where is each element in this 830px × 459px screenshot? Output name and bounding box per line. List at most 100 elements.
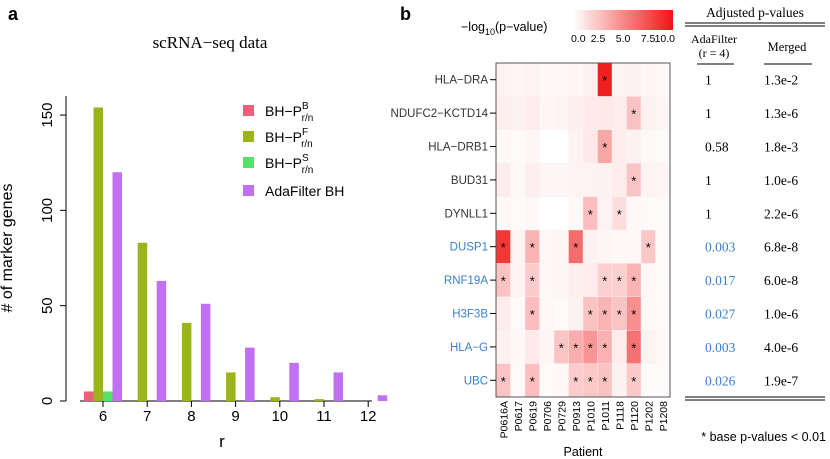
panel-a-label: a xyxy=(8,4,19,24)
significance-star: * xyxy=(631,340,636,355)
heatmap-cell xyxy=(611,162,628,198)
table-title: Adjusted p-values xyxy=(706,5,804,20)
heatmap-cell xyxy=(626,62,642,97)
significance-star: * xyxy=(646,240,651,255)
bar-4-7 xyxy=(156,280,167,401)
table-cell-merged: 1.9e-7 xyxy=(764,373,798,388)
table-cell-merged: 2.2e-6 xyxy=(764,206,798,221)
heatmap-cell xyxy=(582,263,599,298)
gene-label: HLA−DRA xyxy=(435,75,489,87)
heatmap-cell xyxy=(553,162,570,198)
heatmap-cell xyxy=(495,196,512,231)
panel-b-label: b xyxy=(400,4,411,24)
bar-2-11 xyxy=(314,399,324,401)
heatmap-cell xyxy=(582,229,599,264)
color-legend-gradient xyxy=(573,10,673,30)
significance-star: * xyxy=(588,307,593,322)
heatmap-cell xyxy=(539,296,555,331)
heatmap-cell xyxy=(510,330,526,365)
significance-star: * xyxy=(559,340,564,355)
color-legend-title: −log10(p−value) xyxy=(461,20,547,37)
table-cell-adafilter: 0.017 xyxy=(705,273,736,288)
heatmap-cell xyxy=(524,129,541,164)
patient-label: P1202 xyxy=(643,401,655,432)
gene-labels: HLA−DRA NDUFC2−KCTD14 HLA−DRB1 BUD31 DYNLL1 D… xyxy=(391,75,496,387)
heatmap-cell xyxy=(582,62,599,97)
heatmap-cells xyxy=(495,62,671,398)
heatmap-cell xyxy=(568,62,584,97)
table-cell-merged: 6.0e-8 xyxy=(764,273,798,288)
heatmap-cell xyxy=(510,363,526,398)
x-tick-label: 10 xyxy=(271,408,288,425)
heatmap-cell xyxy=(510,129,526,164)
bar-chart-title: scRNA−seq data xyxy=(153,33,268,52)
star-footnote: * base p-values < 0.01 xyxy=(701,430,826,444)
significance-star: * xyxy=(588,207,593,222)
patient-labels: P0616A P0617 P0619 P0706 P0729 P0913 P1010 P101… xyxy=(498,401,670,439)
table-cell-adafilter: 1 xyxy=(705,73,712,88)
heatmap-cell xyxy=(539,129,555,164)
heatmap-cell xyxy=(553,129,570,164)
heatmap-cell xyxy=(539,363,555,398)
heatmap-cell xyxy=(655,96,671,131)
table-col-merged-header: Merged xyxy=(768,40,807,54)
heatmap-cell xyxy=(495,129,512,164)
heatmap-cell xyxy=(510,162,526,198)
gene-label: BUD31 xyxy=(451,175,488,187)
patient-label: P0913 xyxy=(571,401,583,432)
heatmap-cell xyxy=(510,96,526,131)
y-tick-label: 150 xyxy=(39,103,56,128)
heatmap-cell xyxy=(510,296,526,331)
y-ticks: 0 50 100 150 xyxy=(39,103,66,405)
x-axis-label: r xyxy=(219,432,225,451)
heatmap-cell xyxy=(655,330,671,365)
heatmap-cell xyxy=(495,162,512,198)
heatmap-cell xyxy=(524,62,541,97)
heatmap-cell xyxy=(597,96,613,131)
color-legend-ticks: 0.0 2.5 5.0 7.5 10.0 xyxy=(571,33,675,45)
heatmap-cell xyxy=(597,229,613,264)
bar-chart: 0 50 100 150 6 7 8 9 10 11 12 # of marker genes r… xyxy=(0,96,388,451)
table-rows: 1 1.3e-2 1 1.3e-6 0.58 1.8e-3 1 1.0e-6 1 2.2e-6 0.… xyxy=(705,73,798,389)
significance-star: * xyxy=(530,374,535,389)
heatmap-cell xyxy=(495,62,512,97)
table-cell-adafilter: 1 xyxy=(705,106,712,121)
significance-star: * xyxy=(588,374,593,389)
significance-star: * xyxy=(602,374,607,389)
heatmap-cell xyxy=(524,162,541,198)
bars xyxy=(84,107,388,401)
gene-label: RNF19A xyxy=(444,275,488,287)
significance-star: * xyxy=(530,307,535,322)
significance-star: * xyxy=(602,340,607,355)
heatmap-cell xyxy=(553,229,570,264)
heatmap-cell xyxy=(553,363,570,398)
table-cell-adafilter: 0.58 xyxy=(705,140,729,155)
table-cell-merged: 4.0e-6 xyxy=(764,340,798,355)
significance-star: * xyxy=(573,374,578,389)
heatmap-cell xyxy=(655,363,671,398)
gene-label: NDUFC2−KCTD14 xyxy=(391,108,489,120)
heatmap-cell xyxy=(568,96,584,131)
bar-4-9 xyxy=(245,347,255,401)
table-cell-adafilter: 0.026 xyxy=(705,373,736,388)
heatmap-cell xyxy=(553,62,570,97)
x-tick-label: 11 xyxy=(316,408,332,425)
bar-2-6 xyxy=(93,107,103,401)
heatmap-cell xyxy=(539,330,555,365)
patient-label: P1120 xyxy=(629,401,641,431)
heatmap-color-legend: −log10(p−value) 0.0 2.5 5.0 7.5 10.0 xyxy=(461,10,675,45)
table-cell-merged: 1.3e-6 xyxy=(764,106,798,121)
heatmap-cell xyxy=(655,62,671,97)
heatmap-cell xyxy=(539,96,555,131)
heatmap-cell xyxy=(640,62,657,97)
significance-star: * xyxy=(501,240,506,255)
significance-star: * xyxy=(631,307,636,322)
color-legend-tick-label: 0.0 xyxy=(571,33,586,45)
patient-label: P0706 xyxy=(542,401,554,432)
heatmap-cell xyxy=(640,363,657,398)
x-tick-label: 12 xyxy=(360,408,377,425)
heatmap-cell xyxy=(495,296,512,331)
patient-label: P1208 xyxy=(658,401,670,432)
legend-swatch xyxy=(243,131,254,142)
patient-label: P1011 xyxy=(600,401,612,431)
